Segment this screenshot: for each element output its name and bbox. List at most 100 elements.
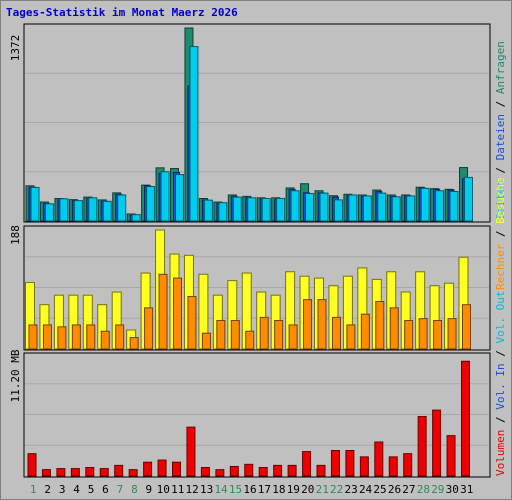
bar-rechner-day-5 <box>86 324 96 350</box>
bar-volumen-day-16 <box>244 463 254 477</box>
x-tick-label: 19 <box>287 483 300 496</box>
bar-rechner-day-26 <box>389 307 399 350</box>
chart-title: Tages-Statistik im Monat Maerz 2026 <box>6 6 238 19</box>
legend: Seiten / Dateien / Anfragen <box>494 41 507 220</box>
bar-rechner-day-2 <box>42 324 52 350</box>
bar-seiten-day-28 <box>420 187 430 222</box>
bar-seiten-day-5 <box>88 197 98 222</box>
bar-volumen-day-29 <box>432 409 442 477</box>
bar-volumen-day-3 <box>56 468 66 477</box>
bar-seiten-day-21 <box>319 192 329 222</box>
bar-volumen-day-19 <box>287 464 297 477</box>
legend-anfragen: Anfragen <box>494 41 507 94</box>
bar-rechner-day-3 <box>57 326 67 350</box>
bar-volumen-day-5 <box>85 467 95 477</box>
bar-rechner-day-20 <box>303 299 313 350</box>
bar-volumen-day-10 <box>157 459 167 477</box>
bar-volumen-day-13 <box>200 467 210 477</box>
x-tick-label: 17 <box>258 483 271 496</box>
bar-seiten-day-6 <box>102 200 112 222</box>
bar-volumen-day-20 <box>302 451 312 477</box>
legend-vol-out: Vol. Out <box>494 291 507 344</box>
bar-volumen-day-28 <box>417 416 427 477</box>
bar-rechner-day-21 <box>317 299 327 350</box>
x-tick-label: 4 <box>73 483 80 496</box>
bar-volumen-day-23 <box>345 450 355 477</box>
bar-volumen-day-27 <box>403 453 413 477</box>
x-tick-label: 1 <box>30 483 37 496</box>
legend-dateien: Dateien <box>494 114 507 160</box>
bar-rechner-day-12 <box>187 295 197 350</box>
bar-rechner-day-30 <box>447 318 457 350</box>
x-tick-label: 23 <box>345 483 358 496</box>
x-tick-label: 5 <box>88 483 95 496</box>
x-tick-label: 2 <box>44 483 51 496</box>
x-tick-label: 25 <box>373 483 386 496</box>
x-tick-label: 10 <box>157 483 170 496</box>
bar-seiten-day-2 <box>44 203 54 222</box>
bar-seiten-day-9 <box>146 186 156 222</box>
bar-volumen-day-26 <box>388 456 398 477</box>
bar-seiten-day-30 <box>449 190 459 222</box>
bar-rechner-day-31 <box>462 304 471 350</box>
x-tick-label: 30 <box>446 483 459 496</box>
x-tick-label: 28 <box>417 483 430 496</box>
x-tick-label: 9 <box>146 483 153 496</box>
bar-rechner-day-9 <box>144 307 154 350</box>
bar-volumen-day-8 <box>128 469 138 477</box>
bar-rechner-day-11 <box>173 277 182 350</box>
bar-rechner-day-7 <box>115 324 125 350</box>
x-tick-label: 6 <box>102 483 109 496</box>
x-tick-label: 3 <box>59 483 66 496</box>
x-tick-label: 21 <box>316 483 329 496</box>
bar-volumen-day-15 <box>229 465 239 477</box>
bar-volumen-day-2 <box>41 469 51 477</box>
bar-volumen-day-24 <box>359 456 369 477</box>
x-tick-label: 16 <box>243 483 256 496</box>
bar-rechner-day-23 <box>346 324 356 350</box>
legend-volumen: Volumen <box>494 430 507 476</box>
x-tick-label: 13 <box>200 483 213 496</box>
bar-rechner-day-28 <box>418 318 428 350</box>
bar-rechner-day-18 <box>274 320 284 350</box>
bar-seiten-day-13 <box>203 199 213 222</box>
bar-seiten-day-18 <box>276 197 286 222</box>
mid-ymax-label: 188 <box>9 225 22 245</box>
bar-rechner-day-29 <box>433 320 443 350</box>
bar-seiten-day-19 <box>290 190 300 222</box>
x-tick-label: 12 <box>186 483 199 496</box>
bar-rechner-day-1 <box>28 324 38 350</box>
bar-seiten-day-20 <box>305 193 315 222</box>
legend-seiten: Seiten <box>494 180 507 220</box>
bar-volumen-day-21 <box>316 464 326 477</box>
legend-vol-in: Vol. In <box>494 363 507 409</box>
bar-seiten-day-7 <box>117 194 127 222</box>
x-tick-label: 31 <box>460 483 473 496</box>
bar-volumen-day-30 <box>446 435 456 477</box>
bar-volumen-day-12 <box>186 426 196 477</box>
bar-seiten-day-4 <box>73 200 83 222</box>
bar-rechner-day-19 <box>288 324 298 350</box>
bar-rechner-day-17 <box>259 316 269 350</box>
bar-seiten-day-27 <box>406 195 416 222</box>
x-tick-label: 26 <box>388 483 401 496</box>
x-tick-label: 11 <box>171 483 184 496</box>
bar-seiten-day-12 <box>189 46 199 222</box>
x-tick-label: 22 <box>330 483 343 496</box>
bar-rechner-day-15 <box>230 320 240 350</box>
bar-volumen-day-31 <box>461 360 470 477</box>
bar-volumen-day-11 <box>172 461 181 477</box>
legend: Rechner / Besuche <box>494 177 507 290</box>
bar-volumen-day-25 <box>374 441 384 477</box>
bar-seiten-day-8 <box>131 214 141 222</box>
bar-rechner-day-4 <box>71 324 81 350</box>
bar-seiten-day-1 <box>30 187 40 222</box>
bar-volumen-day-7 <box>114 464 124 477</box>
legend-besuche: Besuche <box>494 177 507 223</box>
x-tick-label: 8 <box>131 483 138 496</box>
x-tick-label: 15 <box>229 483 242 496</box>
bar-seiten-day-10 <box>160 171 170 222</box>
bar-rechner-day-25 <box>375 301 385 350</box>
x-tick-label: 27 <box>402 483 415 496</box>
bar-volumen-day-6 <box>99 468 109 477</box>
